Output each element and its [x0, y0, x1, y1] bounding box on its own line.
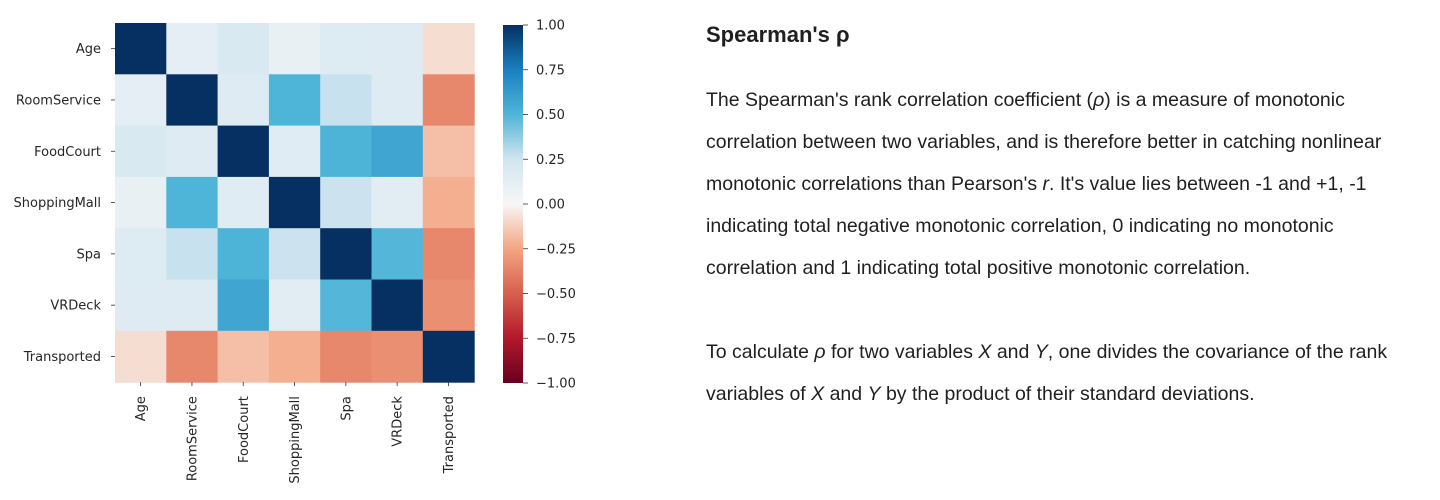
heatmap-cell: [166, 330, 219, 383]
text-segment: The Spearman's rank correlation coeffici…: [706, 89, 1094, 111]
math-symbol: Y: [867, 383, 881, 405]
colorbar-tick-label: −1.00: [536, 377, 576, 392]
math-symbol: X: [811, 383, 825, 405]
x-tick-label: Spa: [339, 396, 354, 420]
math-symbol: ρ: [814, 341, 826, 363]
heatmap-cell: [268, 176, 321, 229]
text-segment: for two variables: [825, 341, 979, 363]
heatmap-cell: [371, 176, 424, 229]
y-tick-label: VRDeck: [50, 299, 101, 314]
heatmap-cell: [320, 23, 373, 75]
heatmap-cell: [166, 176, 219, 229]
heatmap-cell: [217, 330, 270, 383]
description-paragraph: The Spearman's rank correlation coeffici…: [706, 79, 1406, 289]
heatmap-cell: [320, 125, 373, 178]
heatmap-cell: [268, 279, 321, 332]
y-tick-label: Age: [76, 42, 101, 57]
heatmap-cell: [115, 23, 167, 75]
heatmap-cell: [115, 330, 167, 383]
math-symbol: r: [1042, 173, 1050, 195]
heatmap-cell: [371, 125, 424, 178]
x-tick-label: FoodCourt: [237, 396, 252, 463]
heatmap-cell: [217, 125, 270, 178]
x-tick-label: VRDeck: [391, 396, 406, 447]
text-segment: ) is a measure of monotonic correlation …: [706, 89, 1382, 195]
heatmap-cell: [320, 279, 373, 332]
heatmap-cell: [166, 279, 219, 332]
colorbar-tick-label: 0.00: [536, 198, 565, 213]
heatmap-cell: [115, 176, 167, 229]
text-segment: , one divides the covariance of the rank…: [706, 341, 1388, 405]
text-segment: by the product of their standard deviati…: [880, 383, 1255, 405]
colorbar: 1.00 0.75 0.50 0.25 0.00 −0.25 −0.50 −0.75 −1.00: [503, 19, 576, 392]
text-segment: To calculate: [706, 341, 815, 363]
heatmap-row-labels: Age RoomService FoodCourt ShoppingMall Spa VR…: [14, 42, 115, 365]
calculation-paragraph: To calculate ρ for two variables X and Y…: [706, 331, 1406, 415]
heatmap-cell: [422, 125, 475, 178]
heatmap-cell: [320, 330, 373, 383]
x-tick-label: ShoppingMall: [288, 396, 303, 483]
heatmap-cell: [371, 228, 424, 281]
heatmap-cells: [115, 23, 475, 383]
heatmap-cell: [217, 176, 270, 229]
y-tick-label: Spa: [77, 247, 101, 262]
colorbar-tick-label: −0.75: [536, 332, 576, 347]
heatmap-cell: [115, 74, 167, 127]
heatmap-cell: [422, 228, 475, 281]
heatmap-cell: [268, 74, 321, 127]
heatmap-cell: [166, 228, 219, 281]
heatmap-cell: [115, 125, 167, 178]
heatmap-cell: [371, 279, 424, 332]
heatmap-cell: [320, 176, 373, 229]
colorbar-gradient: [503, 25, 523, 383]
colorbar-tick-label: −0.50: [536, 287, 576, 302]
heatmap-cell: [320, 74, 373, 127]
y-tick-label: ShoppingMall: [14, 196, 101, 211]
heatmap-cell: [217, 228, 270, 281]
x-tick-label: Transported: [442, 396, 457, 474]
y-tick-label: FoodCourt: [34, 145, 101, 160]
heatmap-cell: [268, 228, 321, 281]
heatmap-cell: [115, 228, 167, 281]
text-segment: . It's value lies between -1 and +1, -1 …: [706, 173, 1367, 279]
colorbar-tick-label: 0.50: [536, 108, 565, 123]
colorbar-tick-label: −0.25: [536, 242, 576, 257]
heatmap-cell: [320, 228, 373, 281]
heatmap-cell: [422, 23, 475, 75]
heatmap-cell: [422, 74, 475, 127]
x-tick-label: RoomService: [185, 396, 200, 481]
colorbar-tick-label: 1.00: [536, 19, 565, 34]
heatmap-cell: [217, 23, 270, 75]
panel-title: Spearman's ρ: [706, 22, 850, 47]
heatmap-cell: [422, 279, 475, 332]
heatmap-cell: [217, 74, 270, 127]
heatmap-cell: [268, 23, 321, 75]
heatmap-cell: [268, 125, 321, 178]
heatmap-cell: [422, 330, 475, 383]
math-symbol: X: [978, 341, 992, 363]
math-symbol: ρ: [1093, 89, 1105, 111]
colorbar-tick-label: 0.75: [536, 63, 565, 78]
heatmap-cell: [115, 279, 167, 332]
heatmap-cell: [166, 74, 219, 127]
correlation-heatmap-figure: Age RoomService FoodCourt ShoppingMall Spa VR…: [0, 0, 660, 500]
heatmap-cell: [371, 74, 424, 127]
text-segment: and: [991, 341, 1035, 363]
heatmap-column-labels: Age RoomService FoodCourt ShoppingMall Spa VR…: [134, 382, 457, 484]
x-tick-label: Age: [134, 396, 149, 421]
heatmap-cell: [422, 176, 475, 229]
text-segment: and: [824, 383, 868, 405]
heatmap-cell: [268, 330, 321, 383]
heatmap-svg: Age RoomService FoodCourt ShoppingMall Spa VR…: [14, 19, 576, 484]
colorbar-tick-label: 0.25: [536, 153, 565, 168]
heatmap-cell: [371, 330, 424, 383]
heatmap-cell: [166, 23, 219, 75]
math-symbol: Y: [1034, 341, 1048, 363]
heatmap-cell: [217, 279, 270, 332]
heatmap-cell: [166, 125, 219, 178]
y-tick-label: Transported: [23, 350, 101, 365]
heatmap-cell: [371, 23, 424, 75]
y-tick-label: RoomService: [16, 93, 101, 108]
